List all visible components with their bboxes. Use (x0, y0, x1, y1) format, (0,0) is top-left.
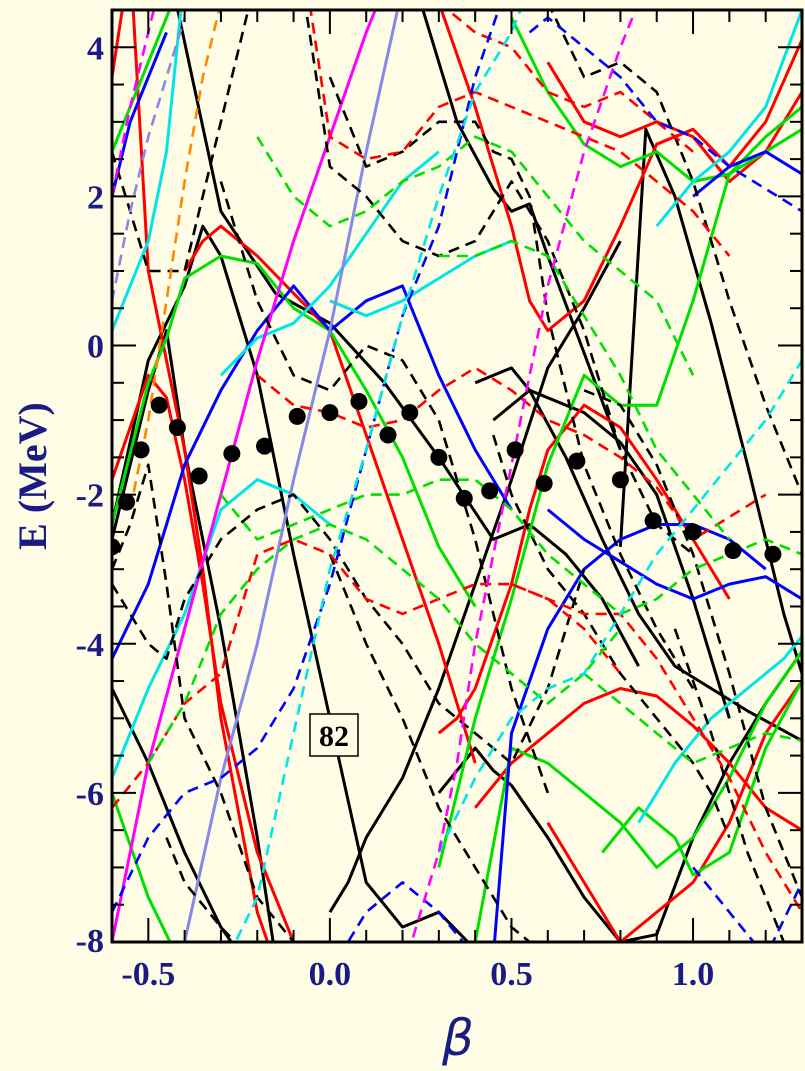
data-point (455, 489, 473, 507)
data-point (481, 482, 499, 500)
y-tick-label: -4 (76, 627, 104, 664)
series-line-52 (309, 10, 731, 257)
series-line-63 (692, 866, 802, 942)
series-line-39 (219, 181, 550, 794)
data-point (288, 407, 306, 425)
data-point (321, 404, 339, 422)
data-point (150, 396, 168, 414)
data-point (535, 474, 553, 492)
data-point (401, 404, 419, 422)
series-line-7 (437, 650, 802, 942)
data-point (764, 545, 782, 563)
series-line-42 (304, 10, 694, 556)
series-line-37 (183, 10, 400, 942)
series-line-13 (437, 403, 731, 735)
data-point (611, 471, 629, 489)
data-point (430, 448, 448, 466)
series-line-35 (112, 10, 183, 332)
plot-frame (110, 8, 804, 944)
series-line-9 (618, 127, 802, 675)
y-tick-label: -6 (76, 776, 104, 813)
x-tick-label: 0.5 (490, 956, 533, 993)
data-point (684, 523, 702, 541)
series-line-68 (112, 17, 186, 302)
y-tick-label: 4 (87, 30, 104, 67)
data-point (132, 441, 150, 459)
series-line-27 (546, 508, 802, 601)
series-line-61 (346, 881, 465, 942)
series-line-26 (493, 523, 767, 942)
series-line-38 (112, 493, 586, 765)
data-points (112, 392, 782, 563)
x-tick-label: 1.0 (672, 956, 715, 993)
series-line-54 (511, 582, 802, 913)
data-point (379, 426, 397, 444)
data-point (568, 452, 586, 470)
series-line-33 (637, 635, 802, 824)
series-line-59 (583, 672, 802, 765)
y-axis-label: E (MeV) (10, 402, 55, 550)
data-point (506, 441, 524, 459)
annotation-box-frame (309, 713, 359, 757)
y-tick-label: -8 (76, 923, 104, 960)
y-tick-label: 2 (87, 179, 104, 216)
series-line-44 (492, 434, 731, 839)
series-line-62 (528, 16, 802, 213)
series-line-1 (328, 240, 622, 913)
x-tick-label: -0.5 (121, 956, 175, 993)
series-line-60 (112, 10, 500, 913)
series-line-67 (112, 10, 156, 197)
series-line-56 (219, 478, 802, 616)
series-line-49 (112, 463, 296, 942)
series-line-43 (328, 76, 695, 690)
series-line-47 (583, 389, 802, 898)
series-line-10 (112, 10, 270, 942)
data-point (223, 445, 241, 463)
annotation-box: 82 (309, 713, 359, 757)
series-line-51 (256, 366, 767, 541)
data-point (190, 467, 208, 485)
series-line-53 (445, 10, 694, 153)
series-line-15 (546, 680, 802, 942)
data-point (350, 392, 368, 410)
series-line-24 (510, 16, 802, 183)
series-lines (112, 10, 802, 942)
x-axis-label: β (441, 1009, 474, 1067)
series-line-29 (692, 150, 802, 198)
data-point (118, 493, 136, 511)
series-line-12 (183, 224, 477, 764)
series-line-36 (112, 10, 377, 942)
data-point (168, 419, 186, 437)
x-tick-label: 0.0 (309, 956, 352, 993)
data-point (724, 542, 742, 560)
series-line-69 (128, 10, 221, 510)
series-line-22 (601, 680, 802, 877)
series-line-57 (256, 135, 695, 376)
annotation-label: 82 (319, 720, 349, 753)
x-tick-labels: -0.5 0.0 0.5 1.0 (121, 956, 714, 993)
series-line-18 (112, 254, 477, 608)
y-tick-label: 0 (87, 329, 104, 366)
series-line-14 (474, 687, 802, 832)
series-line-65 (437, 359, 802, 854)
y-tick-label: -2 (76, 478, 104, 515)
y-tick-labels: 4 2 0 -2 -4 -6 -8 (76, 30, 104, 960)
series-line-48 (673, 628, 786, 942)
series-line-6 (112, 687, 234, 942)
series-line-5 (474, 366, 802, 743)
data-point (644, 512, 662, 530)
data-point (112, 538, 121, 556)
series-line-25 (112, 284, 513, 660)
data-point (256, 437, 274, 455)
series-line-34 (655, 10, 802, 228)
series-line-58 (438, 239, 731, 541)
series-line-16 (439, 10, 802, 333)
series-line-45 (165, 837, 238, 942)
